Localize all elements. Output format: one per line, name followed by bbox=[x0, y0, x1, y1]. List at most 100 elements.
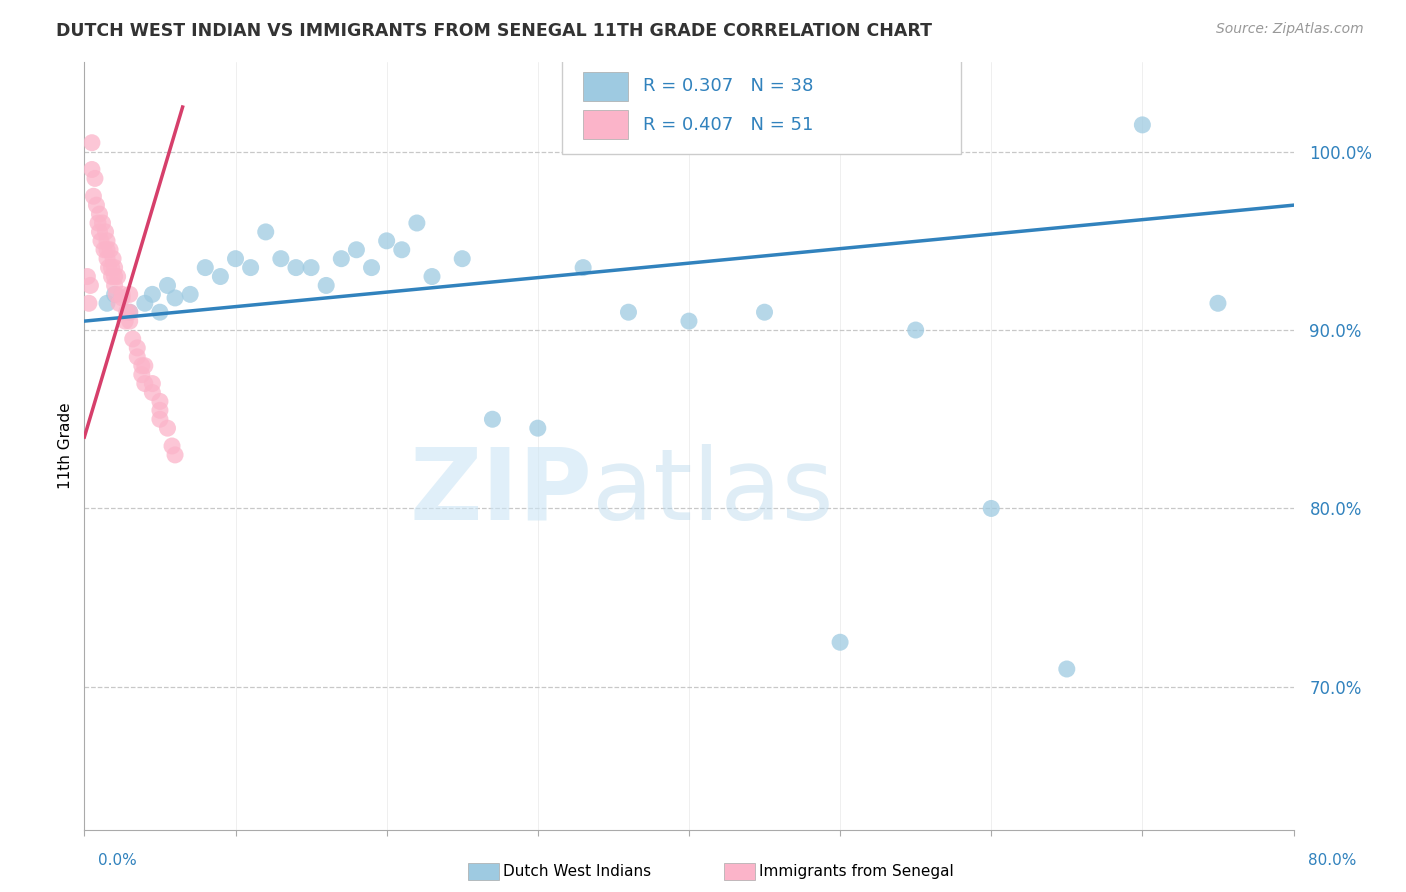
Point bbox=[104, 287, 127, 301]
Point bbox=[115, 305, 138, 319]
Point bbox=[375, 234, 398, 248]
Point bbox=[194, 260, 217, 275]
Point bbox=[100, 260, 122, 275]
Point bbox=[156, 421, 179, 435]
Text: Immigrants from Senegal: Immigrants from Senegal bbox=[759, 864, 955, 879]
Bar bbox=[582, 110, 628, 139]
Point bbox=[127, 341, 149, 355]
Point bbox=[209, 269, 232, 284]
Point bbox=[96, 243, 118, 257]
Point bbox=[830, 635, 852, 649]
Point bbox=[111, 287, 134, 301]
Y-axis label: 11th Grade: 11th Grade bbox=[58, 402, 73, 490]
Point bbox=[149, 305, 172, 319]
Point bbox=[100, 269, 122, 284]
Text: DUTCH WEST INDIAN VS IMMIGRANTS FROM SENEGAL 11TH GRADE CORRELATION CHART: DUTCH WEST INDIAN VS IMMIGRANTS FROM SEN… bbox=[56, 22, 932, 40]
Point bbox=[420, 269, 443, 284]
Point bbox=[678, 314, 700, 328]
Point bbox=[118, 305, 141, 319]
Point bbox=[98, 243, 121, 257]
Point bbox=[980, 501, 1002, 516]
Point bbox=[108, 296, 131, 310]
Point bbox=[84, 171, 107, 186]
Text: Source: ZipAtlas.com: Source: ZipAtlas.com bbox=[1216, 22, 1364, 37]
Point bbox=[285, 260, 308, 275]
Point bbox=[481, 412, 503, 426]
Point bbox=[254, 225, 277, 239]
Point bbox=[165, 291, 187, 305]
Point bbox=[107, 269, 129, 284]
Text: Dutch West Indians: Dutch West Indians bbox=[503, 864, 651, 879]
Point bbox=[131, 359, 153, 373]
Text: 0.0%: 0.0% bbox=[98, 854, 138, 868]
Point bbox=[391, 243, 413, 257]
Point bbox=[80, 162, 103, 177]
Text: atlas: atlas bbox=[592, 443, 834, 541]
Point bbox=[101, 252, 124, 266]
Point bbox=[330, 252, 353, 266]
Bar bbox=[582, 71, 628, 101]
Point bbox=[141, 376, 163, 391]
Point bbox=[80, 136, 103, 150]
Point bbox=[121, 332, 143, 346]
Point bbox=[104, 260, 127, 275]
Point bbox=[127, 350, 149, 364]
Point bbox=[104, 269, 127, 284]
Point bbox=[76, 269, 98, 284]
Point bbox=[118, 305, 141, 319]
Point bbox=[131, 368, 153, 382]
Point bbox=[91, 216, 114, 230]
Point bbox=[104, 278, 127, 293]
Point bbox=[156, 278, 179, 293]
Point bbox=[141, 287, 163, 301]
FancyBboxPatch shape bbox=[562, 59, 962, 154]
Point bbox=[87, 216, 110, 230]
Point bbox=[141, 385, 163, 400]
Point bbox=[360, 260, 382, 275]
Point bbox=[239, 260, 262, 275]
Point bbox=[94, 225, 117, 239]
Point bbox=[96, 252, 118, 266]
Point bbox=[572, 260, 595, 275]
Point bbox=[134, 359, 156, 373]
Point bbox=[77, 296, 100, 310]
Point bbox=[134, 296, 156, 310]
Point bbox=[105, 287, 128, 301]
Point bbox=[79, 278, 101, 293]
Point bbox=[225, 252, 247, 266]
Point bbox=[617, 305, 640, 319]
Point bbox=[527, 421, 550, 435]
Point bbox=[904, 323, 927, 337]
Point bbox=[118, 287, 141, 301]
Text: ZIP: ZIP bbox=[409, 443, 592, 541]
Point bbox=[315, 278, 337, 293]
Point bbox=[114, 314, 136, 328]
Point bbox=[86, 198, 108, 212]
Point bbox=[270, 252, 292, 266]
Point bbox=[754, 305, 776, 319]
Point bbox=[149, 412, 172, 426]
Text: 80.0%: 80.0% bbox=[1309, 854, 1357, 868]
Point bbox=[97, 260, 120, 275]
Point bbox=[111, 291, 134, 305]
Point bbox=[160, 439, 183, 453]
Text: R = 0.307   N = 38: R = 0.307 N = 38 bbox=[643, 78, 813, 95]
Point bbox=[89, 207, 111, 221]
Point bbox=[1132, 118, 1154, 132]
Text: R = 0.407   N = 51: R = 0.407 N = 51 bbox=[643, 116, 813, 134]
Point bbox=[96, 296, 118, 310]
Point bbox=[299, 260, 322, 275]
Point bbox=[1056, 662, 1078, 676]
Point bbox=[134, 376, 156, 391]
Point bbox=[118, 314, 141, 328]
Point bbox=[451, 252, 474, 266]
Point bbox=[149, 403, 172, 417]
Point bbox=[82, 189, 104, 203]
Point bbox=[165, 448, 187, 462]
Point bbox=[179, 287, 201, 301]
Point bbox=[93, 243, 115, 257]
Point bbox=[149, 394, 172, 409]
Point bbox=[1206, 296, 1229, 310]
Point bbox=[96, 234, 118, 248]
Point bbox=[89, 225, 111, 239]
